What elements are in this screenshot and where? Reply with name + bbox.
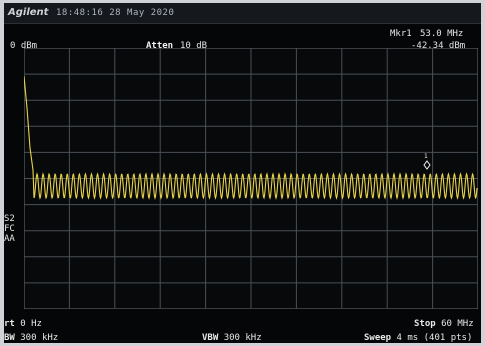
title-bar: Agilent 18:48:16 28 May 2020 bbox=[4, 3, 481, 24]
stop-freq: Stop 60 MHz bbox=[414, 319, 474, 329]
brand-logo: Agilent bbox=[8, 7, 49, 18]
start-freq: rt 0 Hz bbox=[4, 319, 42, 329]
timestamp: 18:48:16 28 May 2020 bbox=[56, 8, 175, 18]
side-label-aa: AA bbox=[4, 234, 15, 244]
marker-label: Mkr1 bbox=[390, 29, 412, 39]
marker-level: -42.34 dBm bbox=[411, 41, 466, 51]
marker-number: 1 bbox=[424, 153, 428, 160]
side-label-fc: FC bbox=[4, 224, 15, 234]
spectrum-trace bbox=[24, 75, 478, 200]
spectrum-graticule: 1 bbox=[24, 48, 478, 309]
video-bandwidth: VBW 300 kHz bbox=[202, 333, 262, 343]
side-label-s2: S2 bbox=[4, 214, 15, 224]
sweep-time: Sweep 4 ms (401 pts) bbox=[364, 333, 473, 343]
marker-1[interactable]: 1 bbox=[423, 153, 431, 170]
atten-label: Atten bbox=[146, 41, 174, 51]
marker-freq: 53.0 MHz bbox=[420, 29, 464, 39]
atten-value: 10 dB bbox=[180, 41, 208, 51]
marker-diamond-icon bbox=[423, 160, 431, 170]
res-bandwidth: BW 300 kHz bbox=[4, 333, 59, 343]
ref-level: 0 dBm bbox=[10, 41, 38, 51]
analyzer-screen: Agilent 18:48:16 28 May 2020 0 dBm Atten… bbox=[4, 3, 481, 343]
side-annotations: S2 FC AA bbox=[4, 214, 15, 244]
